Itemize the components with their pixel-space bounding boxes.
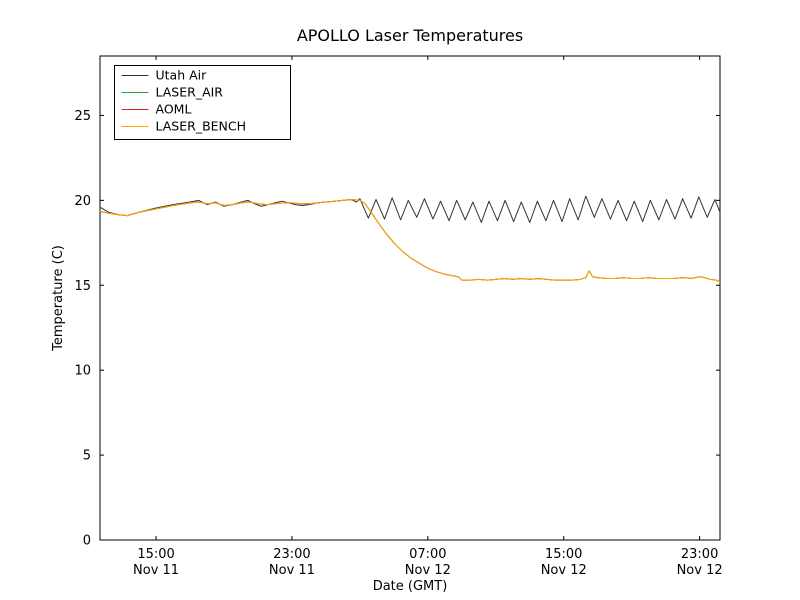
- legend-label: LASER_AIR: [156, 85, 224, 100]
- y-tick-label: 5: [83, 449, 91, 464]
- x-tick-date-label: Nov 11: [269, 563, 315, 578]
- x-tick-date-label: Nov 12: [541, 563, 587, 578]
- y-tick-label: 15: [74, 279, 91, 294]
- x-tick-time-label: 07:00: [409, 547, 446, 562]
- legend-label: LASER_BENCH: [156, 119, 247, 134]
- plot-line-laser-bench: [99, 199, 721, 283]
- y-tick-label: 10: [74, 364, 91, 379]
- x-tick-time-label: 23:00: [681, 547, 718, 562]
- plot-border: [99, 55, 721, 541]
- x-axis-label: Date (GMT): [373, 579, 448, 594]
- x-tick-date-label: Nov 11: [133, 563, 179, 578]
- legend: Utah Air LASER_AIR AOML LASER_BENCH: [114, 65, 291, 140]
- x-tick-time-label: 23:00: [273, 547, 310, 562]
- chart-title: APOLLO Laser Temperatures: [297, 26, 523, 45]
- y-tick-label: 25: [74, 109, 91, 124]
- x-tick-time-label: 15:00: [137, 547, 174, 562]
- y-axis-label: Temperature (C): [51, 245, 66, 352]
- legend-box: [114, 65, 291, 140]
- x-tick-date-label: Nov 12: [405, 563, 451, 578]
- legend-label: Utah Air: [156, 68, 208, 83]
- y-tick-label: 0: [83, 534, 91, 549]
- legend-label: AOML: [156, 102, 192, 117]
- x-tick-date-label: Nov 12: [677, 563, 723, 578]
- y-tick-label: 20: [74, 194, 91, 209]
- x-tick-time-label: 15:00: [545, 547, 582, 562]
